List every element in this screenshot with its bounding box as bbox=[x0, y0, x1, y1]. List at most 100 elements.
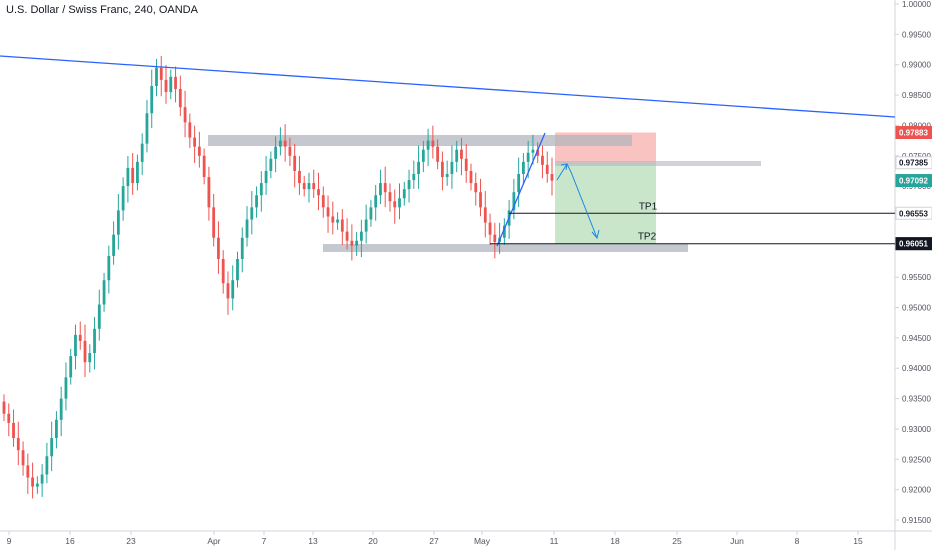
y-tick-label: 0.95500 bbox=[902, 273, 931, 282]
candle-body bbox=[107, 255, 111, 281]
price-label-bg bbox=[895, 126, 932, 140]
tp2-label: TP2 bbox=[638, 232, 657, 243]
candle-body bbox=[145, 113, 149, 144]
candle-body bbox=[35, 483, 39, 487]
candle bbox=[531, 134, 535, 165]
price-label-text: 0.97883 bbox=[899, 129, 928, 138]
candle bbox=[217, 221, 220, 274]
x-tick-label: Apr bbox=[207, 536, 220, 546]
projection-arrow-head bbox=[591, 229, 600, 240]
candle-body bbox=[321, 195, 325, 208]
candle-body bbox=[116, 210, 120, 235]
candle bbox=[102, 272, 106, 312]
y-tick-label: 1.00000 bbox=[902, 0, 931, 9]
candle-body bbox=[259, 183, 263, 196]
candle-body bbox=[121, 186, 125, 211]
candle-body bbox=[436, 146, 440, 162]
candle-body bbox=[331, 216, 335, 223]
candle-body bbox=[50, 438, 54, 457]
candle bbox=[431, 125, 435, 159]
candle-body bbox=[488, 222, 492, 235]
candle bbox=[188, 113, 192, 148]
candle-body bbox=[441, 161, 444, 178]
candle bbox=[193, 125, 197, 164]
candle-body bbox=[55, 419, 58, 439]
x-tick-label: 23 bbox=[126, 536, 136, 546]
candle-body bbox=[250, 207, 254, 220]
price-label-bg bbox=[895, 206, 932, 220]
candle bbox=[364, 204, 368, 244]
candle-body bbox=[164, 79, 168, 93]
candle-body bbox=[102, 280, 106, 305]
candle bbox=[517, 157, 521, 208]
candle bbox=[417, 145, 420, 189]
candle-body bbox=[2, 401, 6, 414]
candle bbox=[145, 99, 149, 153]
candle bbox=[426, 128, 430, 167]
candle-body bbox=[59, 398, 63, 420]
candle bbox=[50, 421, 54, 472]
resistance-zone bbox=[208, 135, 632, 146]
candle-body bbox=[31, 477, 34, 487]
candle-body bbox=[417, 161, 420, 174]
candle-body bbox=[288, 146, 292, 156]
candle-body bbox=[455, 149, 459, 162]
candle bbox=[317, 172, 320, 211]
price-label: 0.96051 bbox=[895, 237, 932, 251]
candle bbox=[197, 131, 201, 168]
candle-body bbox=[16, 438, 20, 451]
price-label-text: 0.97092 bbox=[899, 177, 928, 186]
candle bbox=[221, 250, 225, 294]
candle-body bbox=[212, 207, 216, 238]
candle bbox=[278, 127, 282, 156]
candle bbox=[269, 151, 273, 179]
candle-body bbox=[264, 170, 268, 184]
candle-body bbox=[517, 173, 521, 193]
candle-body bbox=[312, 183, 316, 190]
candle-body bbox=[136, 161, 139, 184]
candle-body bbox=[174, 76, 177, 89]
candle bbox=[21, 441, 25, 476]
candle-body bbox=[293, 155, 297, 171]
candle bbox=[116, 194, 120, 250]
candle bbox=[355, 231, 359, 256]
candle-body bbox=[536, 149, 540, 156]
x-tick-label: 8 bbox=[795, 536, 800, 546]
candle-body bbox=[245, 219, 249, 238]
candle bbox=[464, 143, 468, 183]
candle-body bbox=[421, 149, 425, 162]
candle bbox=[412, 160, 416, 189]
candle-body bbox=[474, 183, 478, 193]
candle-body bbox=[112, 234, 115, 256]
candle bbox=[483, 190, 487, 238]
candle bbox=[250, 190, 254, 235]
candle-body bbox=[26, 465, 30, 478]
candle bbox=[226, 271, 230, 315]
candle-body bbox=[159, 67, 163, 80]
candle bbox=[383, 166, 387, 208]
candle bbox=[421, 140, 425, 173]
x-tick-label: May bbox=[474, 536, 491, 546]
candle-body bbox=[45, 456, 49, 475]
candle bbox=[126, 156, 130, 203]
candle bbox=[107, 245, 111, 294]
y-tick-label: 0.93500 bbox=[902, 395, 931, 404]
candle-body bbox=[340, 219, 344, 232]
candle-body bbox=[407, 180, 411, 190]
candle-body bbox=[255, 195, 258, 208]
candle-body bbox=[531, 149, 535, 153]
support-zone bbox=[323, 244, 688, 252]
candle bbox=[474, 172, 478, 206]
candle-body bbox=[326, 207, 330, 217]
candle bbox=[40, 464, 44, 497]
x-tick-label: Jun bbox=[730, 536, 744, 546]
candle bbox=[12, 409, 15, 447]
candle-body bbox=[83, 340, 87, 363]
y-tick-label: 0.95000 bbox=[902, 304, 931, 313]
candle-body bbox=[545, 164, 549, 174]
candle bbox=[445, 160, 449, 186]
candle-body bbox=[379, 183, 382, 196]
x-tick-label: 9 bbox=[7, 536, 12, 546]
candle bbox=[502, 218, 506, 246]
